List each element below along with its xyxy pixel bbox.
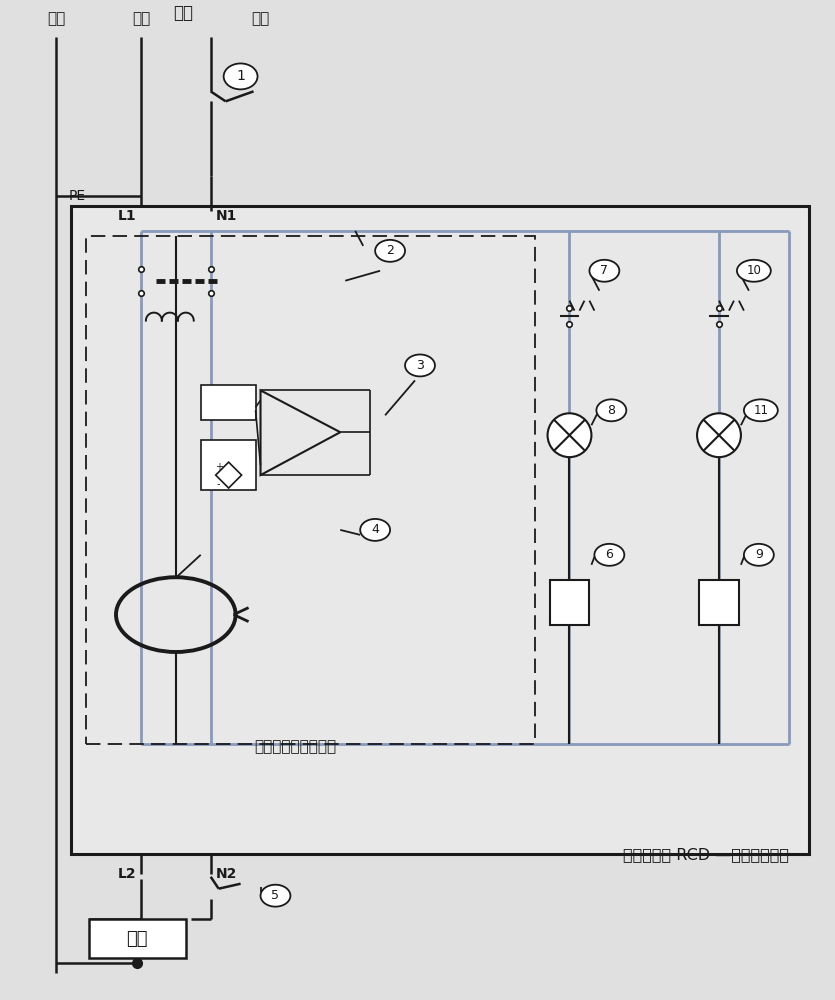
Ellipse shape xyxy=(590,260,620,282)
Text: 地线: 地线 xyxy=(47,12,65,27)
Text: 6: 6 xyxy=(605,548,613,561)
Text: 5: 5 xyxy=(271,889,280,902)
Text: 10: 10 xyxy=(746,264,762,277)
Ellipse shape xyxy=(744,544,774,566)
Text: 7: 7 xyxy=(600,264,609,277)
Ellipse shape xyxy=(224,63,257,89)
Ellipse shape xyxy=(360,519,390,541)
Text: 9: 9 xyxy=(755,548,763,561)
Ellipse shape xyxy=(595,544,625,566)
Ellipse shape xyxy=(737,260,771,282)
Text: 4: 4 xyxy=(372,523,379,536)
Text: +: + xyxy=(215,462,223,472)
Bar xyxy=(549,580,590,625)
Text: 电源: 电源 xyxy=(173,4,193,22)
Bar xyxy=(71,206,808,854)
Bar xyxy=(86,236,534,744)
Bar xyxy=(200,440,256,490)
Ellipse shape xyxy=(744,399,777,421)
Text: L1: L1 xyxy=(117,209,136,223)
Text: 1: 1 xyxy=(236,69,245,83)
Circle shape xyxy=(697,413,741,457)
Text: 漏电保护器主要结构: 漏电保护器主要结构 xyxy=(255,739,337,754)
Text: 3: 3 xyxy=(416,359,424,372)
Text: 2: 2 xyxy=(386,244,394,257)
Circle shape xyxy=(548,413,591,457)
Text: L2: L2 xyxy=(117,867,136,881)
Bar xyxy=(200,385,256,420)
Text: 11: 11 xyxy=(753,404,768,417)
Bar xyxy=(73,208,807,852)
Ellipse shape xyxy=(596,399,626,421)
Text: 8: 8 xyxy=(607,404,615,417)
Text: 漏电保护器 RCD —双测试电路型: 漏电保护器 RCD —双测试电路型 xyxy=(623,847,789,862)
Ellipse shape xyxy=(405,354,435,376)
Text: -: - xyxy=(217,479,220,489)
Text: PE: PE xyxy=(68,189,85,203)
Text: N1: N1 xyxy=(215,209,237,223)
Bar xyxy=(699,580,739,625)
Text: 负载: 负载 xyxy=(126,930,148,948)
Text: 火线: 火线 xyxy=(132,12,150,27)
Bar xyxy=(89,919,185,958)
Ellipse shape xyxy=(261,885,291,907)
Text: 零线: 零线 xyxy=(251,12,270,27)
Text: N2: N2 xyxy=(215,867,237,881)
Ellipse shape xyxy=(375,240,405,262)
